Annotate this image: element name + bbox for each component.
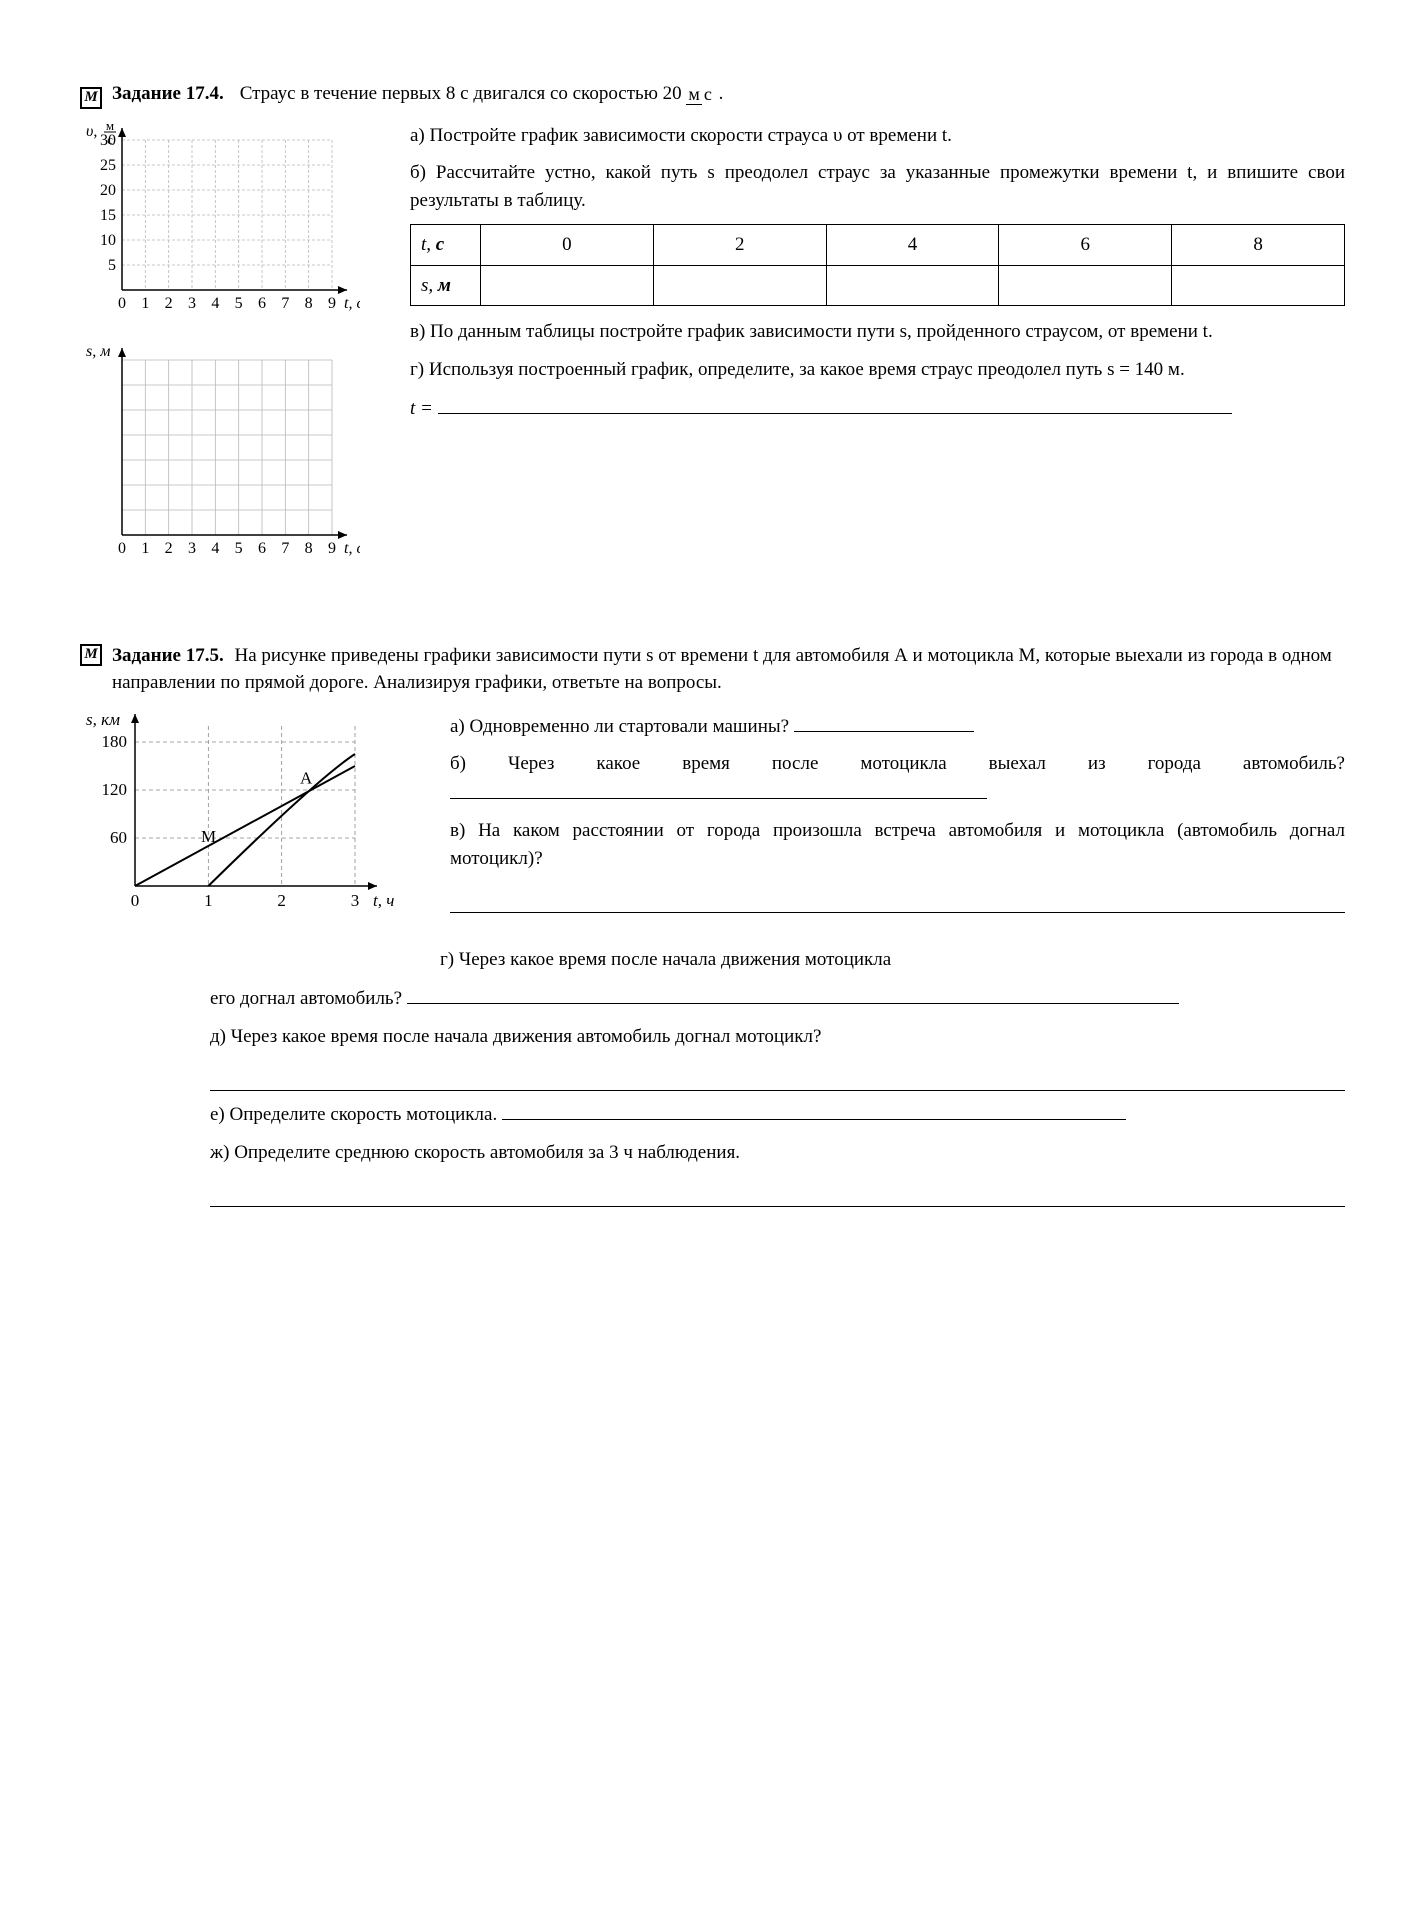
task-title: Задание 17.4. [112, 80, 224, 108]
question-a: а) Одновременно ли стартовали машины? [450, 711, 1345, 740]
svg-text:с: с [107, 132, 113, 147]
svg-text:6: 6 [258, 295, 266, 312]
svg-text:6: 6 [258, 540, 266, 557]
svg-text:20: 20 [100, 182, 116, 199]
question-a: а) Постройте график зависимости скорости… [410, 122, 1345, 150]
question-d: г) Используя построенный график, определ… [410, 356, 1345, 384]
answer-blank[interactable] [438, 393, 1233, 414]
chart-column: 60 120 180 0 1 2 3 М Аs, км t, ч [80, 711, 420, 946]
charts-column: 510152025300123456789υ, мсt, c 012345678… [80, 122, 380, 602]
svg-text:t, ч: t, ч [373, 891, 394, 910]
task-intro: Страус в течение первых 8 с двигался со … [240, 80, 724, 108]
answer-blank[interactable] [407, 983, 1179, 1004]
svg-text:9: 9 [328, 295, 336, 312]
table-row: t, с 0 2 4 6 8 [411, 225, 1345, 266]
task-175-row: 60 120 180 0 1 2 3 М Аs, км t, ч а) Одновременно … [80, 711, 1345, 946]
svg-text:t, c: t, c [344, 295, 360, 312]
question-b: б) Рассчитайте устно, какой путь s преод… [410, 159, 1345, 214]
svg-text:2: 2 [277, 891, 286, 910]
task-title: Задание 17.5. [112, 645, 224, 666]
question-d: г) Через какое время после начала движен… [210, 946, 1345, 974]
question-g: ж) Определите среднюю скорость автомобил… [210, 1139, 1345, 1167]
answer-blank[interactable] [210, 1070, 1345, 1091]
task-marker-icon: М [80, 87, 102, 109]
answer-blank[interactable] [502, 1099, 1126, 1120]
question-f: е) Определите скорость мотоцикла. [210, 1099, 1345, 1128]
svg-text:10: 10 [100, 232, 116, 249]
chart-s-t: 60 120 180 0 1 2 3 М Аs, км t, ч [80, 711, 420, 926]
right-column-175: а) Одновременно ли стартовали машины? б)… [450, 711, 1345, 921]
svg-text:5: 5 [235, 295, 243, 312]
svg-text:М: М [201, 827, 216, 846]
question-d-cont: его догнал автомобиль? [210, 988, 402, 1009]
answer-blank[interactable] [450, 778, 987, 799]
cell[interactable]: 2 [653, 225, 826, 266]
question-b: б) Через какое время после мотоцикла вые… [450, 750, 1345, 807]
cell-input[interactable] [1172, 265, 1345, 306]
svg-text:5: 5 [235, 540, 243, 557]
svg-text:4: 4 [211, 295, 219, 312]
chart-distance: 0123456789 s, м t, c [80, 342, 380, 582]
task-marker-icon: М [80, 644, 102, 666]
question-c: в) На каком расстоянии от города произош… [450, 817, 1345, 872]
svg-text:1: 1 [141, 540, 149, 557]
svg-text:8: 8 [305, 540, 313, 557]
cell-input[interactable] [653, 265, 826, 306]
svg-text:7: 7 [281, 295, 289, 312]
cell[interactable]: 4 [826, 225, 999, 266]
question-c: в) По данным таблицы постройте график за… [410, 318, 1345, 346]
cell[interactable]: 8 [1172, 225, 1345, 266]
task-header: М Задание 17.5. На рисунке приведены гра… [80, 642, 1345, 697]
answer-blank[interactable] [794, 711, 974, 732]
question-e: д) Через какое время после начала движен… [210, 1023, 1345, 1051]
svg-text:4: 4 [211, 540, 219, 557]
task-intro: На рисунке приведены графики зависимости… [112, 645, 1332, 694]
task-174-row: 510152025300123456789υ, мсt, c 012345678… [80, 122, 1345, 602]
cell-input[interactable] [999, 265, 1172, 306]
fraction-unit: мс [686, 85, 713, 104]
svg-text:3: 3 [188, 540, 196, 557]
svg-text:60: 60 [110, 828, 127, 847]
svg-text:t, c: t, c [344, 540, 360, 557]
answer-blank[interactable] [210, 1186, 1345, 1207]
answer-blank[interactable] [450, 892, 1345, 913]
svg-text:180: 180 [102, 732, 128, 751]
cell[interactable]: 6 [999, 225, 1172, 266]
svg-text:9: 9 [328, 540, 336, 557]
svg-text:1: 1 [204, 891, 213, 910]
svg-text:υ,: υ, [86, 123, 97, 140]
task-header: М Задание 17.4. Страус в течение первых … [80, 80, 1345, 108]
task-17-5: М Задание 17.5. На рисунке приведены гра… [80, 642, 1345, 1207]
svg-text:7: 7 [281, 540, 289, 557]
continuation: г) Через какое время после начала движен… [210, 946, 1345, 1207]
chart-velocity: 510152025300123456789υ, мсt, c [80, 122, 380, 322]
right-column: а) Постройте график зависимости скорости… [410, 122, 1345, 433]
svg-text:8: 8 [305, 295, 313, 312]
cell-input[interactable] [481, 265, 654, 306]
svg-text:25: 25 [100, 157, 116, 174]
svg-text:3: 3 [188, 295, 196, 312]
svg-text:5: 5 [108, 257, 116, 274]
row-label-t: t, с [411, 225, 481, 266]
answer-t: t = [410, 393, 1345, 422]
cell-input[interactable] [826, 265, 999, 306]
data-table: t, с 0 2 4 6 8 s, м [410, 224, 1345, 306]
svg-text:0: 0 [118, 540, 126, 557]
svg-text:0: 0 [118, 295, 126, 312]
svg-text:120: 120 [102, 780, 128, 799]
svg-text:2: 2 [165, 295, 173, 312]
svg-text:s, м: s, м [86, 343, 110, 360]
svg-text:2: 2 [165, 540, 173, 557]
task-17-4: М Задание 17.4. Страус в течение первых … [80, 80, 1345, 602]
cell[interactable]: 0 [481, 225, 654, 266]
row-label-s: s, м [411, 265, 481, 306]
svg-text:s, км: s, км [86, 711, 120, 729]
svg-text:А: А [300, 768, 313, 787]
svg-text:1: 1 [141, 295, 149, 312]
table-row: s, м [411, 265, 1345, 306]
svg-text:15: 15 [100, 207, 116, 224]
svg-text:3: 3 [351, 891, 360, 910]
svg-text:0: 0 [131, 891, 140, 910]
